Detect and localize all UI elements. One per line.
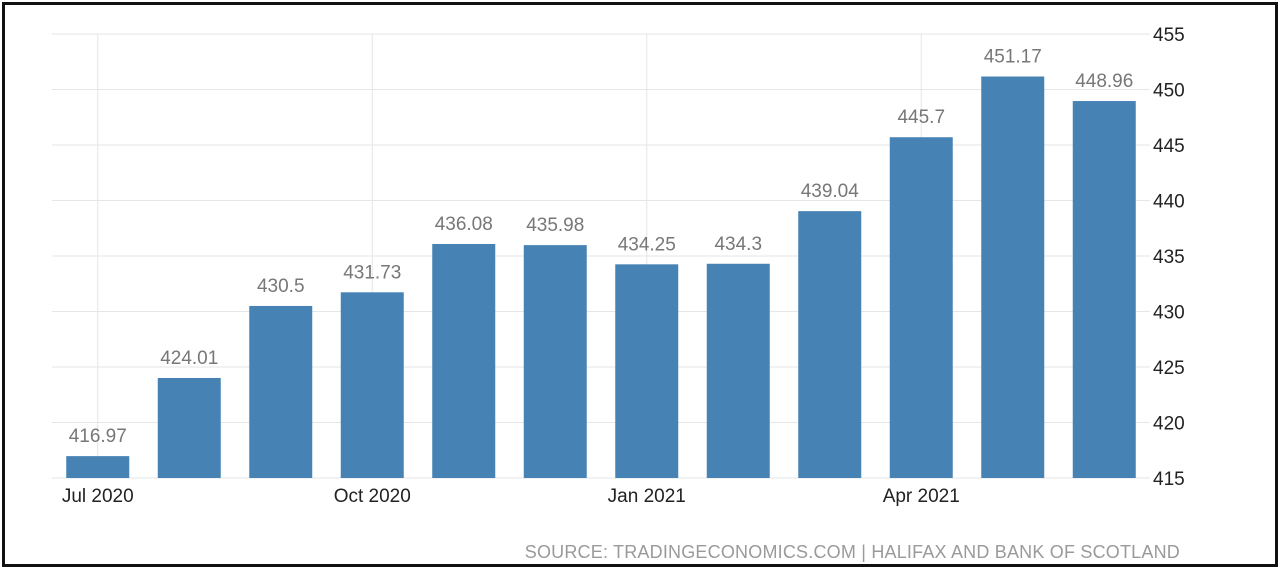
bar <box>523 245 587 478</box>
bar-value-label: 416.97 <box>69 426 127 447</box>
y-tick-label: 420 <box>1153 414 1185 435</box>
y-tick-label: 430 <box>1153 303 1185 324</box>
bar-value-label: 451.17 <box>984 47 1042 68</box>
bar-value-label: 435.98 <box>526 215 584 236</box>
bar <box>1072 101 1136 478</box>
y-tick-label: 415 <box>1153 469 1185 490</box>
bar <box>157 377 221 478</box>
bar-value-label: 445.7 <box>897 107 945 128</box>
source-note: SOURCE: TRADINGECONOMICS.COM | HALIFAX A… <box>524 542 1180 562</box>
bars <box>66 76 1136 479</box>
bar <box>706 263 770 478</box>
bar-value-label: 424.01 <box>160 348 218 369</box>
bar-value-label: 434.25 <box>618 234 676 255</box>
bar-value-label: 436.08 <box>435 214 493 235</box>
bar-value-label: 439.04 <box>801 181 860 202</box>
y-tick-label: 455 <box>1153 25 1185 46</box>
bar <box>340 292 404 478</box>
bar-value-label: 448.96 <box>1075 71 1133 92</box>
x-tick-label: Jan 2021 <box>608 486 686 507</box>
bar <box>981 76 1045 478</box>
bar <box>249 305 313 478</box>
bar-value-label: 430.5 <box>257 276 305 297</box>
data-labels: 416.97 424.01 430.5 431.73 436.08 435.98 434.2… <box>69 47 1134 448</box>
y-tick-label: 440 <box>1153 192 1185 213</box>
bar <box>889 137 953 479</box>
y-tick-label: 425 <box>1153 358 1185 379</box>
x-tick-label: Apr 2021 <box>883 486 960 507</box>
bar <box>432 244 496 478</box>
y-axis-ticks: 415 420 425 430 435 440 445 450 455 <box>1153 25 1185 490</box>
x-tick-label: Oct 2020 <box>334 486 411 507</box>
bar <box>66 456 130 478</box>
y-tick-label: 435 <box>1153 247 1185 268</box>
bar-chart: 416.97 424.01 430.5 431.73 436.08 435.98 434.2… <box>52 25 1185 507</box>
y-tick-label: 450 <box>1153 81 1185 102</box>
y-tick-label: 445 <box>1153 136 1185 157</box>
x-tick-label: Jul 2020 <box>62 486 134 507</box>
bar-value-label: 431.73 <box>343 262 401 283</box>
bar-value-label: 434.3 <box>714 234 762 255</box>
bar <box>615 264 679 478</box>
bar <box>798 211 862 478</box>
x-axis-ticks: Jul 2020 Oct 2020 Jan 2021 Apr 2021 <box>62 486 960 507</box>
